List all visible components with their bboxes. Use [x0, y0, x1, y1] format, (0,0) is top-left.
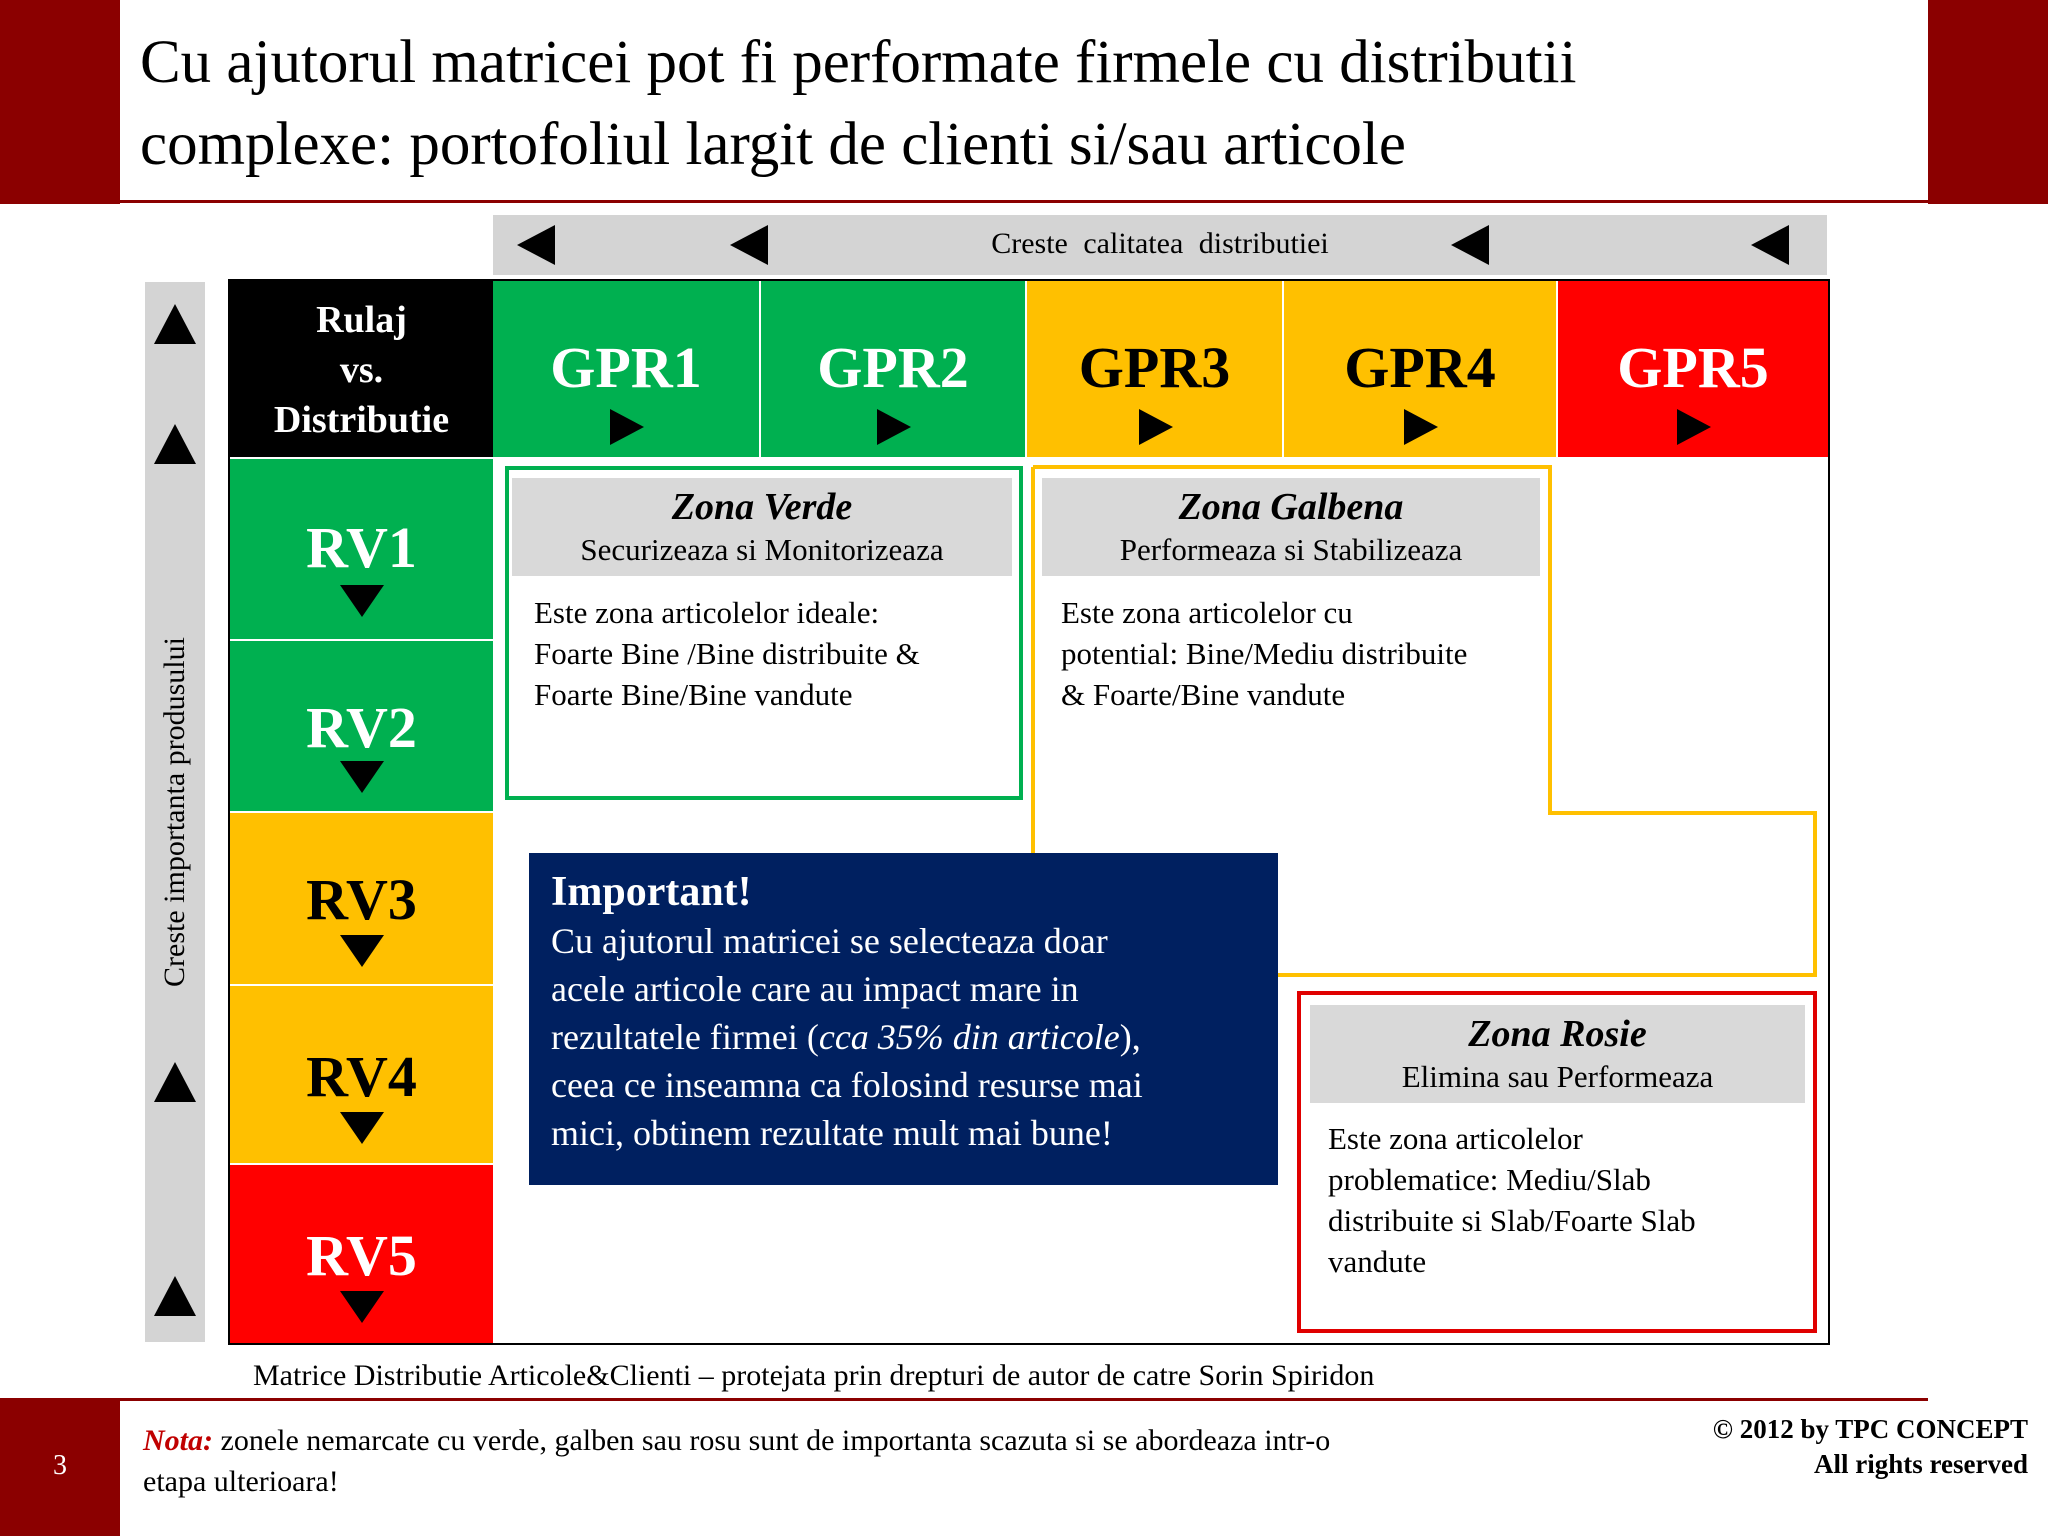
column-header-gpr3: GPR3 [1027, 281, 1282, 457]
column-header-label: GPR3 [1078, 335, 1231, 400]
column-header-label: GPR2 [817, 335, 969, 400]
copyright-line: All rights reserved [1814, 1449, 2028, 1479]
product-importance-axis: Creste importanta produsului [145, 282, 205, 1342]
important-note-text: Cu ajutorul matricei se selecteaza doar … [551, 917, 1278, 1157]
header-left-band [0, 0, 120, 204]
column-header-gpr5: GPR5 [1558, 281, 1828, 457]
column-header-gpr1: GPR1 [493, 281, 759, 457]
red-zone-text-line: problematice: Mediu/Slab [1328, 1162, 1651, 1197]
important-note-box: Important! Cu ajutorul matricei se selec… [529, 853, 1278, 1185]
green-zone-header: Zona Verde Securizeaza si Monitorizeaza [512, 478, 1012, 576]
arrow-up-icon [154, 1276, 196, 1316]
footer-note: Nota: zonele nemarcate cu verde, galben … [143, 1420, 1533, 1502]
footer-divider [120, 1398, 1928, 1401]
green-zone-title: Zona Verde [671, 486, 853, 528]
column-header-label: GPR4 [1344, 335, 1496, 400]
matrix-caption: Matrice Distributie Articole&Clienti – p… [253, 1359, 1375, 1392]
yellow-zone-text-line: & Foarte/Bine vandute [1061, 677, 1346, 712]
arrow-left-icon [1751, 225, 1789, 265]
row-header-label: RV3 [306, 867, 417, 932]
red-zone-text-line: Este zona articolelor [1328, 1121, 1583, 1156]
arrow-right-icon [1677, 409, 1711, 445]
green-zone-text-line: Foarte Bine/Bine vandute [534, 677, 853, 712]
yellow-zone-subtitle: Performeaza si Stabilizeaza [1119, 532, 1463, 567]
important-note-line: Cu ajutorul matricei se selecteaza doar [551, 921, 1108, 961]
footer-note-line: etapa ulterioara! [143, 1465, 339, 1498]
column-header-label: GPR1 [550, 335, 702, 400]
copyright: © 2012 by TPC CONCEPT All rights reserve… [1560, 1412, 2028, 1482]
arrow-right-icon [610, 409, 644, 445]
green-zone-text-line: Foarte Bine /Bine distribuite & [534, 636, 920, 671]
arrow-down-icon [339, 1291, 384, 1323]
matrix-corner-header: Rulaj vs. Distributie [230, 281, 493, 457]
arrow-down-icon [339, 1112, 384, 1144]
arrow-down-icon [339, 761, 384, 793]
page-number: 3 [53, 1450, 67, 1481]
red-zone-text-line: distribuite si Slab/Foarte Slab [1328, 1203, 1696, 1238]
row-header-label: RV5 [306, 1223, 417, 1288]
slide-title-line-1: Cu ajutorul matricei pot fi performate f… [140, 29, 1577, 96]
row-header-rv5: RV5 [230, 1163, 493, 1343]
important-note-line: acele articole care au impact mare in [551, 969, 1079, 1009]
red-zone-description: Este zona articolelor problematice: Medi… [1328, 1118, 1798, 1282]
copyright-line: © 2012 by TPC CONCEPT [1712, 1414, 2028, 1444]
row-header-rv3: RV3 [230, 811, 493, 984]
arrow-down-icon [339, 585, 384, 617]
yellow-zone-title: Zona Galbena [1178, 486, 1404, 528]
footer-note-line: Nota: zonele nemarcate cu verde, galben … [143, 1424, 1331, 1457]
important-note-emphasis: cca 35% din articole [818, 1017, 1120, 1057]
arrow-up-icon [154, 424, 196, 464]
corner-line-1: Rulaj [316, 299, 407, 341]
row-header-rv2: RV2 [230, 639, 493, 811]
red-zone-text-line: vandute [1328, 1244, 1427, 1279]
arrow-left-icon [1451, 225, 1489, 265]
yellow-zone-header: Zona Galbena Performeaza si Stabilizeaza [1042, 478, 1540, 576]
yellow-zone-text-line: potential: Bine/Mediu distribuite [1061, 636, 1468, 671]
corner-line-2: vs. [339, 349, 384, 391]
header-right-band [1928, 0, 2048, 204]
row-header-label: RV2 [306, 695, 417, 760]
distribution-quality-axis: Creste calitatea distributiei [493, 215, 1827, 275]
distribution-quality-axis-label: Creste calitatea distributiei [991, 227, 1329, 260]
slide-title: Cu ajutorul matricei pot fi performate f… [140, 22, 1920, 186]
important-note-line: rezultatele firmei (cca 35% din articole… [551, 1017, 1141, 1057]
header-divider [120, 200, 1928, 203]
row-header-rv4: RV4 [230, 984, 493, 1163]
footer-note-label: Nota: [143, 1424, 213, 1457]
important-note-line: mici, obtinem rezultate mult mai bune! [551, 1113, 1113, 1153]
arrow-right-icon [877, 409, 911, 445]
arrow-left-icon [517, 225, 555, 265]
arrow-left-icon [730, 225, 768, 265]
column-header-label: GPR5 [1617, 335, 1769, 400]
matrix-frame [228, 279, 1830, 1345]
column-header-gpr4: GPR4 [1284, 281, 1556, 457]
important-note-line: ceea ce inseamna ca folosind resurse mai [551, 1065, 1143, 1105]
row-header-rv1: RV1 [230, 457, 493, 639]
row-header-label: RV1 [306, 515, 417, 580]
arrow-right-icon [1138, 409, 1173, 445]
yellow-zone-text-line: Este zona articolelor cu [1061, 595, 1353, 630]
red-zone-outline [1297, 991, 1817, 1333]
footer-left-band [0, 1398, 120, 1536]
red-zone-title: Zona Rosie [1468, 1013, 1647, 1055]
arrow-up-icon [154, 1062, 196, 1102]
slide-title-line-2: complexe: portofoliul largit de clienti … [140, 111, 1406, 178]
arrow-right-icon [1404, 409, 1438, 445]
green-zone-description: Este zona articolelor ideale: Foarte Bin… [534, 592, 1014, 715]
row-header-label: RV4 [306, 1044, 417, 1109]
important-note-title: Important! [551, 869, 752, 915]
green-zone-subtitle: Securizeaza si Monitorizeaza [580, 532, 944, 567]
green-zone-text-line: Este zona articolelor ideale: [534, 595, 880, 630]
red-zone-header: Zona Rosie Elimina sau Performeaza [1310, 1005, 1805, 1103]
green-zone-outline [505, 466, 1023, 800]
corner-line-3: Distributie [273, 399, 450, 441]
arrow-down-icon [339, 935, 384, 967]
column-header-gpr2: GPR2 [761, 281, 1025, 457]
yellow-zone-description: Este zona articolelor cu potential: Bine… [1061, 592, 1541, 715]
arrow-up-icon [154, 304, 196, 344]
red-zone-subtitle: Elimina sau Performeaza [1401, 1059, 1714, 1094]
